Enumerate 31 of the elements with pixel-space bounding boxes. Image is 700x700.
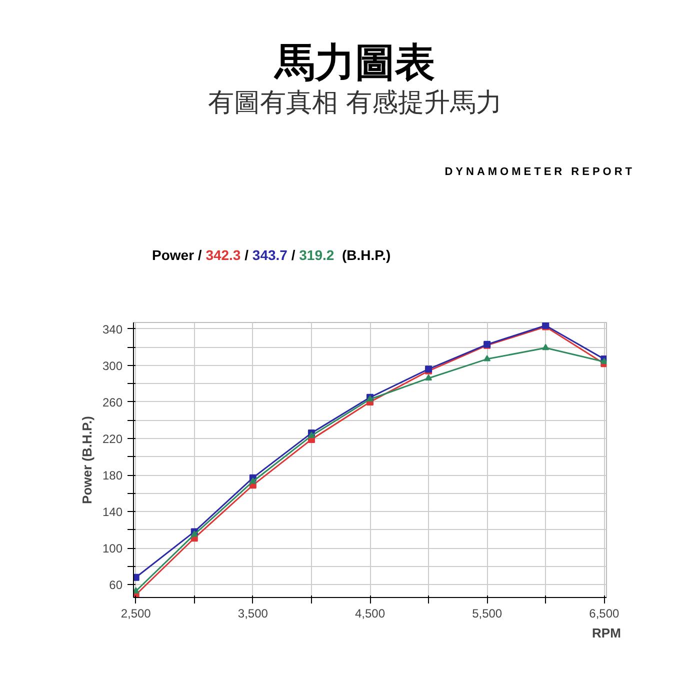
text: / xyxy=(244,247,249,263)
y-axis-title: Power (B.H.P.) xyxy=(79,416,94,504)
text: 319.2 xyxy=(299,247,334,263)
point xyxy=(425,374,432,380)
legend-title: Power / xyxy=(152,247,202,263)
text: DYNAMOMETER REPORT xyxy=(444,165,635,180)
x-tick-label: 5,500 xyxy=(472,606,502,620)
x-axis-title: RPM xyxy=(592,626,621,640)
x-tick-label: 2,500 xyxy=(120,606,152,620)
y-tick-label: 140 xyxy=(102,505,123,520)
y-tick-label: 60 xyxy=(109,578,123,592)
text: 342.3 xyxy=(206,247,241,263)
text: 343.7 xyxy=(252,247,288,263)
y-tick-label: 340 xyxy=(102,322,123,336)
y-tick-label: 260 xyxy=(102,395,123,410)
chart-subtitle: 有圖有真相 有感提升馬力 xyxy=(208,87,502,120)
point xyxy=(249,478,256,484)
point xyxy=(134,587,140,594)
y-tick-label: 180 xyxy=(102,468,123,483)
x-tick-label: 3,500 xyxy=(238,606,268,620)
text: / xyxy=(291,247,296,263)
text: (B.H.P.) xyxy=(342,247,391,263)
y-tick-label: 100 xyxy=(102,542,123,556)
point xyxy=(542,344,550,350)
y-tick-label: 220 xyxy=(102,432,123,446)
point xyxy=(484,355,491,362)
point xyxy=(134,574,140,581)
x-tick-label: 6,500 xyxy=(589,606,620,620)
y-tick-label: 300 xyxy=(102,358,123,373)
chart-title: 馬力圖表 xyxy=(275,40,435,86)
x-tick-label: 4,500 xyxy=(354,606,386,620)
